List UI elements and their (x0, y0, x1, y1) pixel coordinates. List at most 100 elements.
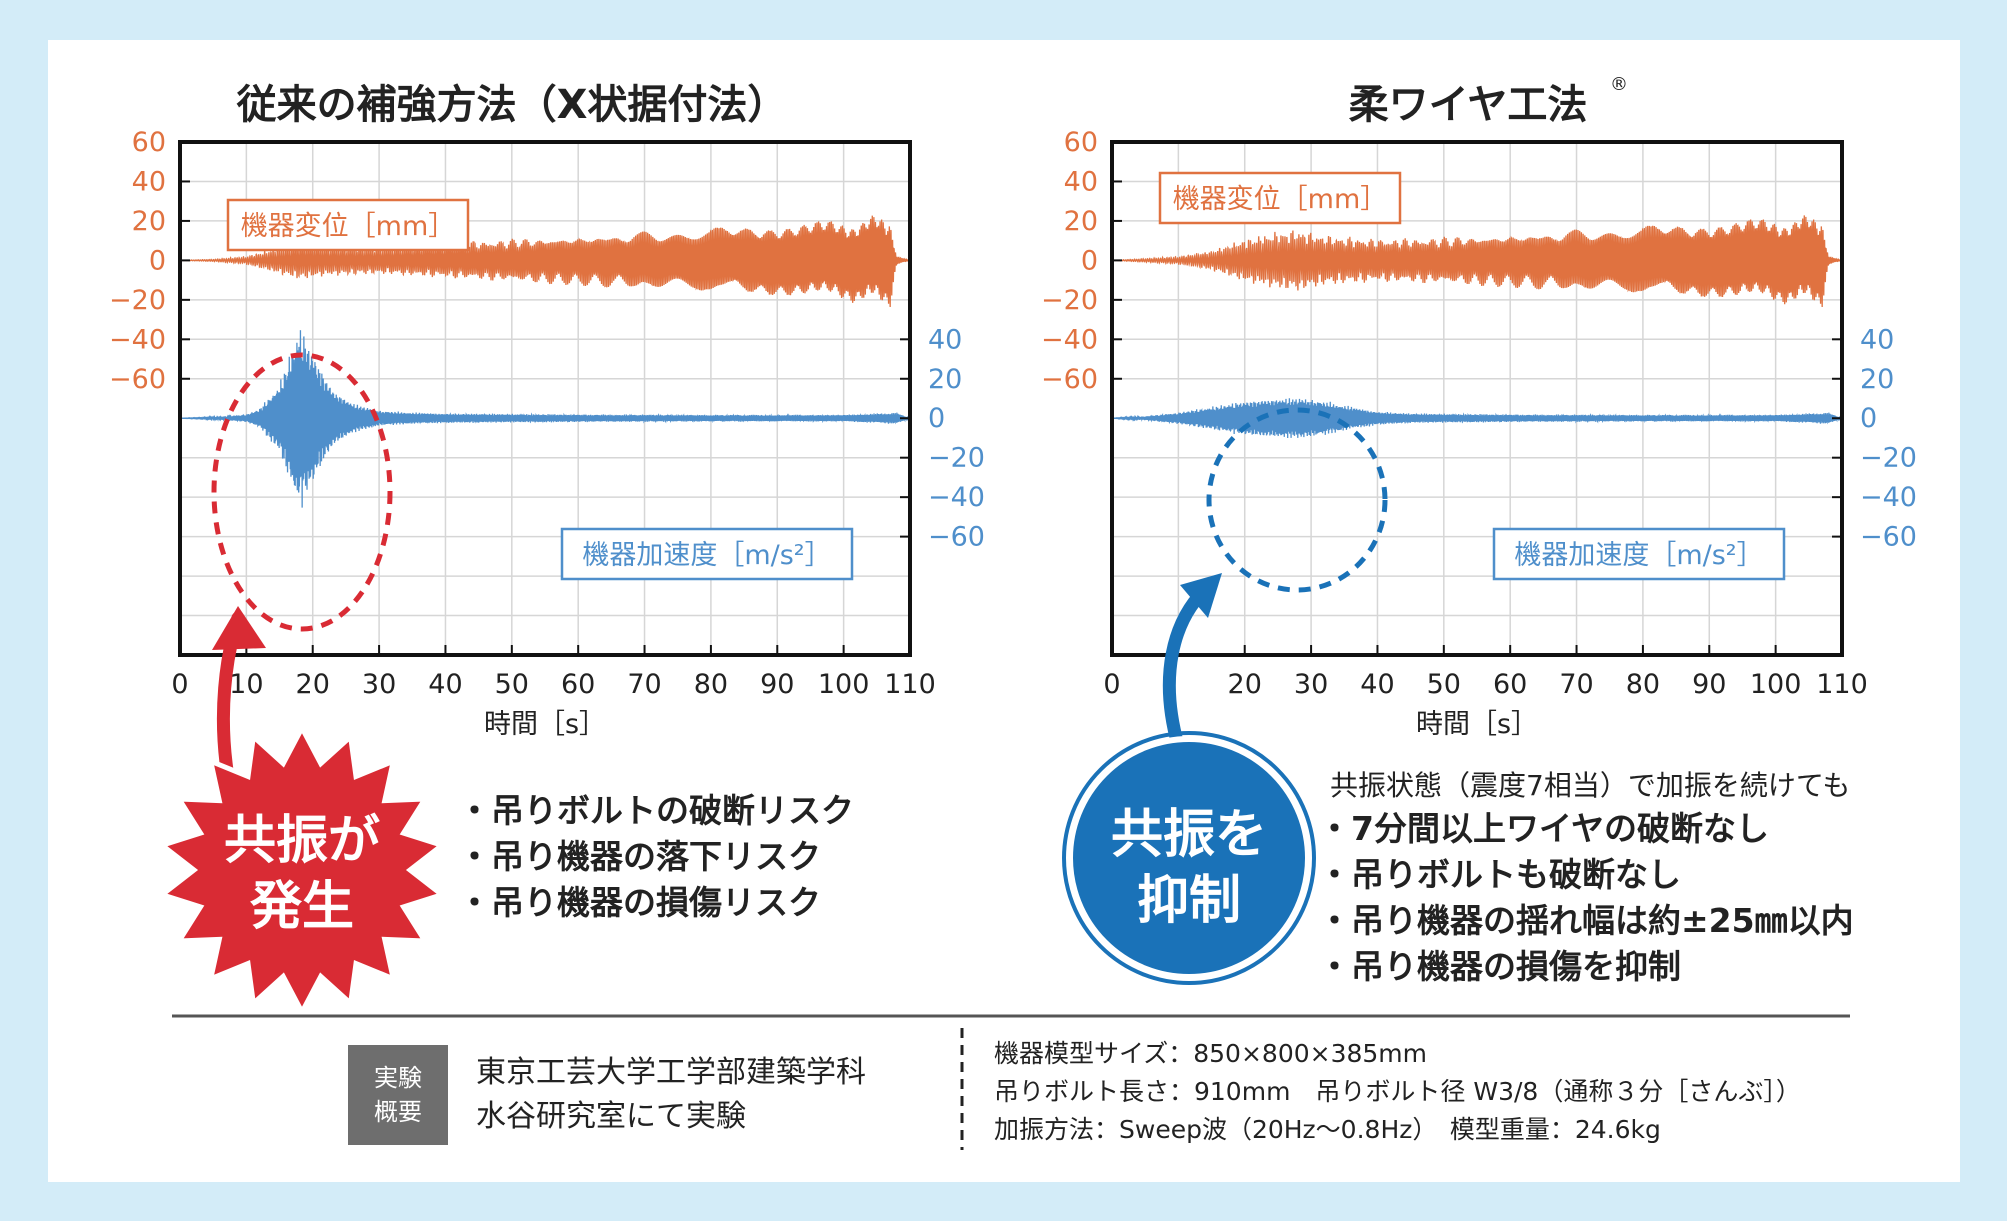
plot-frame (178, 140, 912, 657)
risk-item: ・吊り機器の落下リスク (458, 837, 821, 876)
right-axis-ticks: 40 20 0 −20 −40 −60 (900, 324, 985, 553)
series-line-acceleration (1112, 398, 1842, 439)
x-tick-label: 20 (296, 669, 330, 700)
lab-name-2: 水谷研究室にて実験 (476, 1099, 746, 1134)
y-tick-label-left: −20 (109, 285, 166, 316)
y-tick-label-right: −60 (1860, 522, 1917, 553)
x-tick-label: 60 (561, 669, 595, 700)
y-tick-label-left: −40 (1041, 324, 1098, 355)
series-line-acceleration (180, 330, 910, 508)
left-callout: 共振が 発生 ・吊りボルトの破断リスク ・吊り機器の落下リスク ・吊り機器の損傷… (156, 606, 854, 1018)
y-tick-label-left: 60 (132, 127, 166, 158)
y-tick-label-right: 0 (928, 403, 945, 434)
registered-mark: ® (1610, 74, 1628, 95)
x-tick-label: 60 (1493, 669, 1527, 700)
y-tick-label-left: 60 (1064, 127, 1098, 158)
chart-title: 柔ワイヤ工法 (1349, 82, 1588, 128)
legend-displacement: 機器変位［mm］ (1173, 184, 1388, 215)
x-tick-label: 40 (1360, 669, 1394, 700)
x-tick-label: 90 (1692, 669, 1726, 700)
y-tick-label-right: −20 (1860, 443, 1917, 474)
resonance-highlight (211, 352, 393, 632)
y-tick-label-right: −40 (1860, 482, 1917, 513)
legend-box-displacement (226, 198, 470, 252)
x-tick-label: 20 (1228, 669, 1262, 700)
y-tick-label-right: 20 (928, 364, 962, 395)
legend-displacement: 機器変位［mm］ (241, 211, 456, 242)
y-tick-label-left: 0 (149, 245, 166, 276)
footer: 実験 概要 東京工芸大学工学部建築学科 水谷研究室にて実験 機器模型サイズ：85… (172, 1014, 1850, 1150)
y-tick-label-right: 0 (1860, 403, 1877, 434)
y-tick-label-left: −40 (109, 324, 166, 355)
x-tick-label: 40 (428, 669, 462, 700)
suppress-badge (1067, 736, 1311, 980)
suppression-highlight (1206, 407, 1388, 593)
x-tick-label: 90 (760, 669, 794, 700)
result-item: ・7分間以上ワイヤの破断なし (1318, 809, 1769, 848)
x-tick-label: 110 (884, 669, 936, 700)
y-tick-label-left: 40 (1064, 166, 1098, 197)
y-tick-label-left: −60 (109, 364, 166, 395)
experiment-tag-line-1: 実験 (374, 1064, 422, 1092)
legend-box-displacement (1158, 171, 1402, 225)
x-tick-label: 80 (1626, 669, 1660, 700)
result-item: ・吊り機器の揺れ幅は約±25㎜以内 (1318, 901, 1854, 940)
y-tick-label-right: 40 (928, 324, 962, 355)
spec-item: 機器模型サイズ：850×800×385mm (994, 1039, 1427, 1068)
arrow-head (1180, 573, 1222, 618)
experiment-tag-line-2: 概要 (374, 1098, 422, 1126)
lab-name: 東京工芸大学工学部建築学科 (476, 1055, 866, 1090)
y-tick-label-left: 20 (132, 206, 166, 237)
y-tick-label-right: 20 (1860, 364, 1894, 395)
badge-line-1: 共振が (224, 811, 380, 871)
y-tick-label-right: 40 (1860, 324, 1894, 355)
badge-line-1: 共振を (1111, 805, 1267, 865)
x-tick-label: 50 (495, 669, 529, 700)
risk-item: ・吊りボルトの破断リスク (458, 791, 854, 830)
x-axis-label: 時間［s］ (484, 709, 606, 740)
arrow-head (212, 606, 266, 650)
left-axis-ticks: 60 40 20 0 −20 −40 −60 (109, 127, 190, 395)
y-tick-label-right: −60 (928, 522, 985, 553)
suppress-badge-ring (1062, 731, 1316, 985)
x-tick-label: 100 (818, 669, 870, 700)
x-axis-ticks: 0 10 20 30 40 50 60 70 80 90 100 110 (171, 645, 936, 700)
x-tick-label: 70 (627, 669, 661, 700)
legend-acceleration: 機器加速度［m/s²］ (1514, 540, 1763, 571)
series-line-displacement (1112, 215, 1842, 308)
risk-item: ・吊り機器の損傷リスク (458, 883, 821, 922)
x-tick-label: 30 (362, 669, 396, 700)
badge-line-2: 抑制 (1137, 871, 1241, 931)
left-axis-ticks: 60 40 20 0 −20 −40 −60 (1041, 127, 1122, 395)
chart-right: 柔ワイヤ工法 ® 60 40 20 0 −20 −40 −60 40 20 0 −20 −40 −60… (1041, 74, 1917, 740)
y-tick-label-left: 40 (132, 166, 166, 197)
x-tick-label: 100 (1750, 669, 1802, 700)
plot-frame (1110, 140, 1844, 657)
chart-left: 従来の補強方法（X状据付法） 60 40 20 0 −20 −40 −60 40 20 0 −20… (109, 82, 985, 740)
y-tick-label-left: −20 (1041, 285, 1098, 316)
y-tick-label-left: −60 (1041, 364, 1098, 395)
x-tick-label: 30 (1294, 669, 1328, 700)
y-tick-label-right: −40 (928, 482, 985, 513)
y-tick-label-left: 20 (1064, 206, 1098, 237)
x-tick-label: 10 (229, 669, 263, 700)
experiment-tag (348, 1045, 448, 1145)
spec-item: 加振方法：Sweep波（20Hz〜0.8Hz） 模型重量：24.6kg (994, 1115, 1661, 1144)
chart-title: 従来の補強方法（X状据付法） (236, 82, 788, 128)
x-axis-ticks: 0 20 30 40 50 60 70 80 90 100 110 (1103, 645, 1868, 700)
x-tick-label: 0 (1103, 669, 1120, 700)
x-axis-label: 時間［s］ (1416, 709, 1538, 740)
y-tick-label-right: −20 (928, 443, 985, 474)
result-item: ・吊り機器の損傷を抑制 (1318, 947, 1681, 986)
y-tick-label-left: 0 (1081, 245, 1098, 276)
x-tick-label: 80 (694, 669, 728, 700)
legend-box-acceleration (1492, 527, 1786, 581)
result-item: ・吊りボルトも破断なし (1318, 855, 1681, 894)
badge-line-2: 発生 (250, 877, 354, 937)
x-tick-label: 50 (1427, 669, 1461, 700)
x-tick-label: 70 (1559, 669, 1593, 700)
series-line-displacement (180, 215, 910, 308)
legend-box-acceleration (560, 527, 854, 581)
right-callout: 共振を 抑制 共振状態（震度7相当）で加振を続けても ・7分間以上ワイヤの破断な… (1062, 573, 1854, 986)
